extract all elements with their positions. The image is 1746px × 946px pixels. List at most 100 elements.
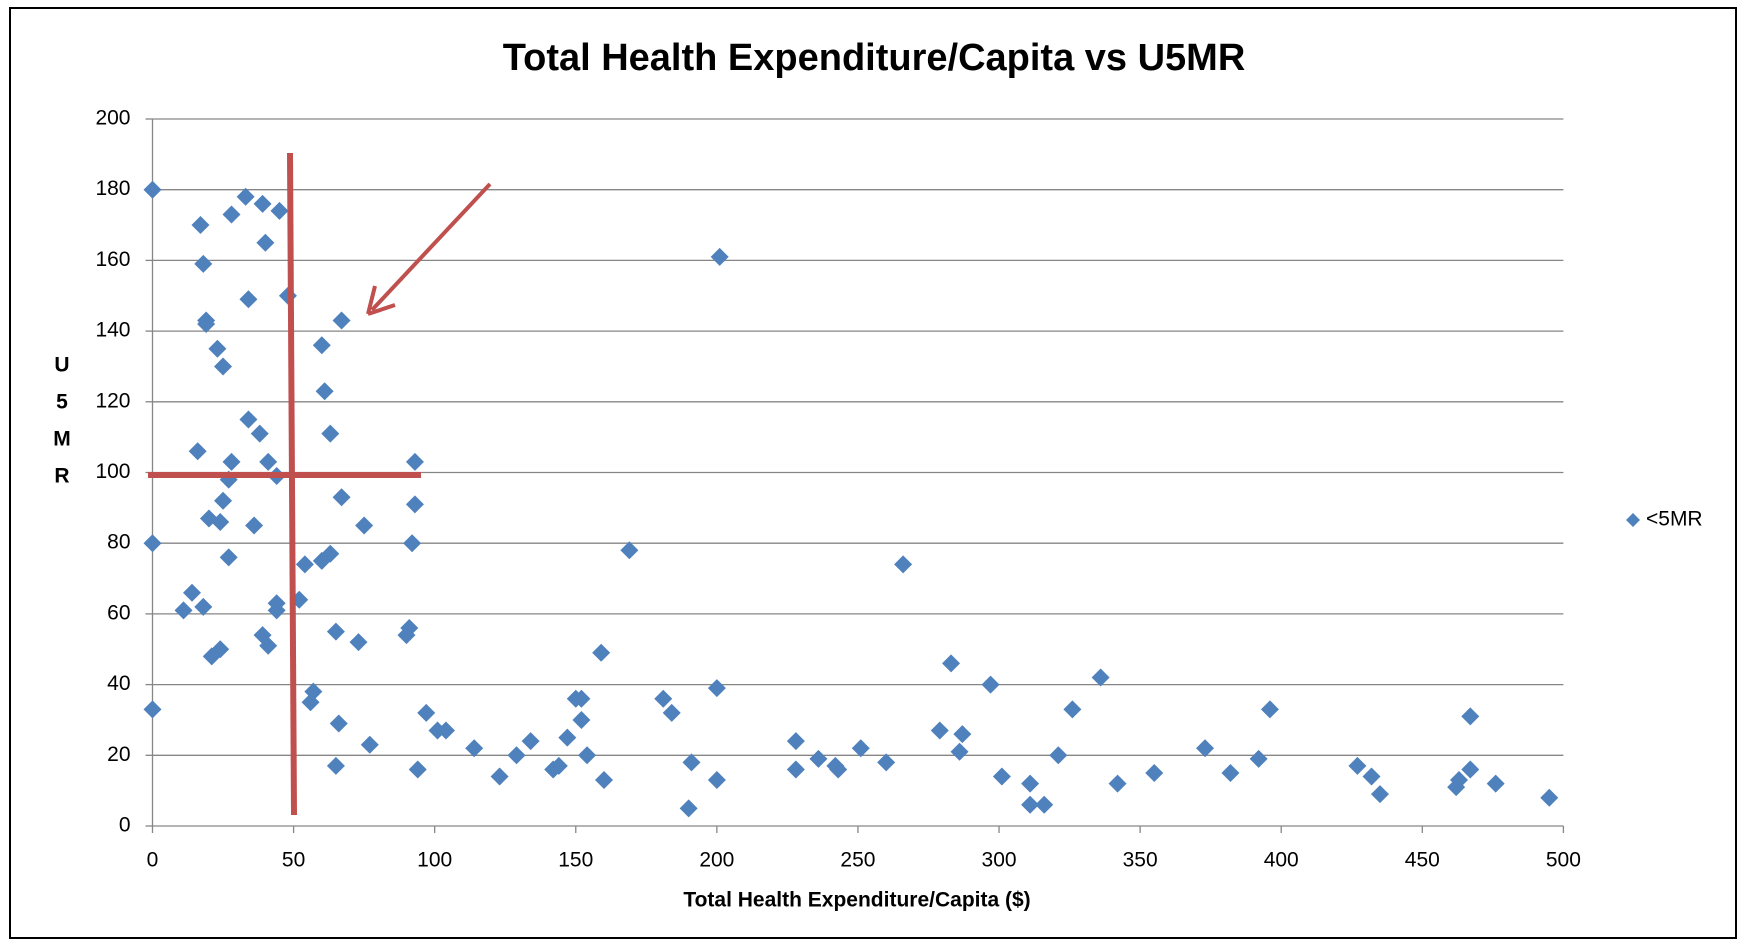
point	[326, 756, 345, 775]
point	[332, 311, 351, 330]
point	[270, 201, 289, 220]
point	[349, 633, 368, 652]
point	[194, 254, 213, 273]
point	[1063, 700, 1082, 719]
point	[253, 194, 272, 213]
x-tick-label: 150	[558, 849, 593, 872]
x-tick-label: 250	[840, 849, 875, 872]
point	[259, 636, 278, 655]
point	[239, 410, 258, 429]
point	[1461, 760, 1480, 779]
point	[981, 675, 1000, 694]
point	[405, 452, 424, 471]
x-tick-label: 450	[1405, 849, 1440, 872]
point	[436, 721, 455, 740]
point	[507, 746, 526, 765]
point	[403, 534, 422, 553]
point	[214, 357, 233, 376]
point	[1035, 795, 1054, 814]
point	[211, 640, 230, 659]
point	[174, 601, 193, 620]
annotations	[148, 152, 492, 816]
point	[239, 290, 258, 309]
point	[355, 516, 374, 535]
point	[326, 622, 345, 641]
y-tick-label: 120	[95, 389, 130, 412]
point	[549, 756, 568, 775]
point	[572, 689, 591, 708]
point	[1348, 756, 1367, 775]
point	[942, 654, 961, 673]
point	[1540, 788, 1559, 807]
point	[1249, 749, 1268, 768]
point	[250, 424, 269, 443]
point	[295, 555, 314, 574]
chart-title: Total Health Expenditure/Capita vs U5MR	[503, 37, 1246, 79]
x-tick-label: 50	[282, 849, 305, 872]
annotation-vline	[287, 152, 297, 816]
point	[194, 597, 213, 616]
point	[930, 721, 949, 740]
point	[188, 442, 207, 461]
y-tick-label: 80	[107, 531, 130, 554]
x-tick-label: 0	[147, 849, 159, 872]
point	[950, 742, 969, 761]
points	[143, 180, 1559, 818]
point	[245, 516, 264, 535]
point	[329, 714, 348, 733]
point	[400, 619, 419, 638]
point	[707, 679, 726, 698]
y-tick-label: 40	[107, 672, 130, 695]
x-tick-label: 200	[699, 849, 734, 872]
point	[360, 735, 379, 754]
point	[214, 491, 233, 510]
point	[1370, 785, 1389, 804]
y-tick-label: 140	[95, 319, 130, 342]
point	[786, 732, 805, 751]
point	[809, 749, 828, 768]
point	[679, 799, 698, 818]
y-tick-label: 0	[119, 814, 131, 837]
point	[521, 732, 540, 751]
point	[408, 760, 427, 779]
point	[592, 643, 611, 662]
point	[682, 753, 701, 772]
x-tick-label: 400	[1264, 849, 1299, 872]
point	[405, 495, 424, 514]
x-axis-title: Total Health Expenditure/Capita ($)	[683, 889, 1030, 912]
point	[315, 382, 334, 401]
point	[1021, 795, 1040, 814]
point	[211, 512, 230, 531]
point	[578, 746, 597, 765]
point	[894, 555, 913, 574]
point	[851, 739, 870, 758]
point	[417, 703, 436, 722]
point	[1091, 668, 1110, 687]
point	[786, 760, 805, 779]
point	[594, 771, 613, 790]
annotation-arrowhead	[366, 285, 396, 316]
point	[143, 180, 162, 199]
point	[1145, 763, 1164, 782]
annotation-arrow	[370, 182, 492, 312]
point	[183, 583, 202, 602]
point	[236, 187, 255, 206]
point	[710, 247, 729, 266]
point	[208, 339, 227, 358]
point	[222, 205, 241, 224]
point	[490, 767, 509, 786]
legend-marker	[1626, 513, 1640, 527]
y-tick-label: 100	[95, 460, 130, 483]
point	[143, 700, 162, 719]
point	[321, 544, 340, 563]
legend-label: <5MR	[1646, 508, 1703, 531]
y-tick-label: 20	[107, 743, 130, 766]
point	[312, 336, 331, 355]
point	[1461, 707, 1480, 726]
point	[662, 703, 681, 722]
point	[197, 315, 216, 334]
x-tick-label: 300	[982, 849, 1017, 872]
point	[191, 216, 210, 235]
